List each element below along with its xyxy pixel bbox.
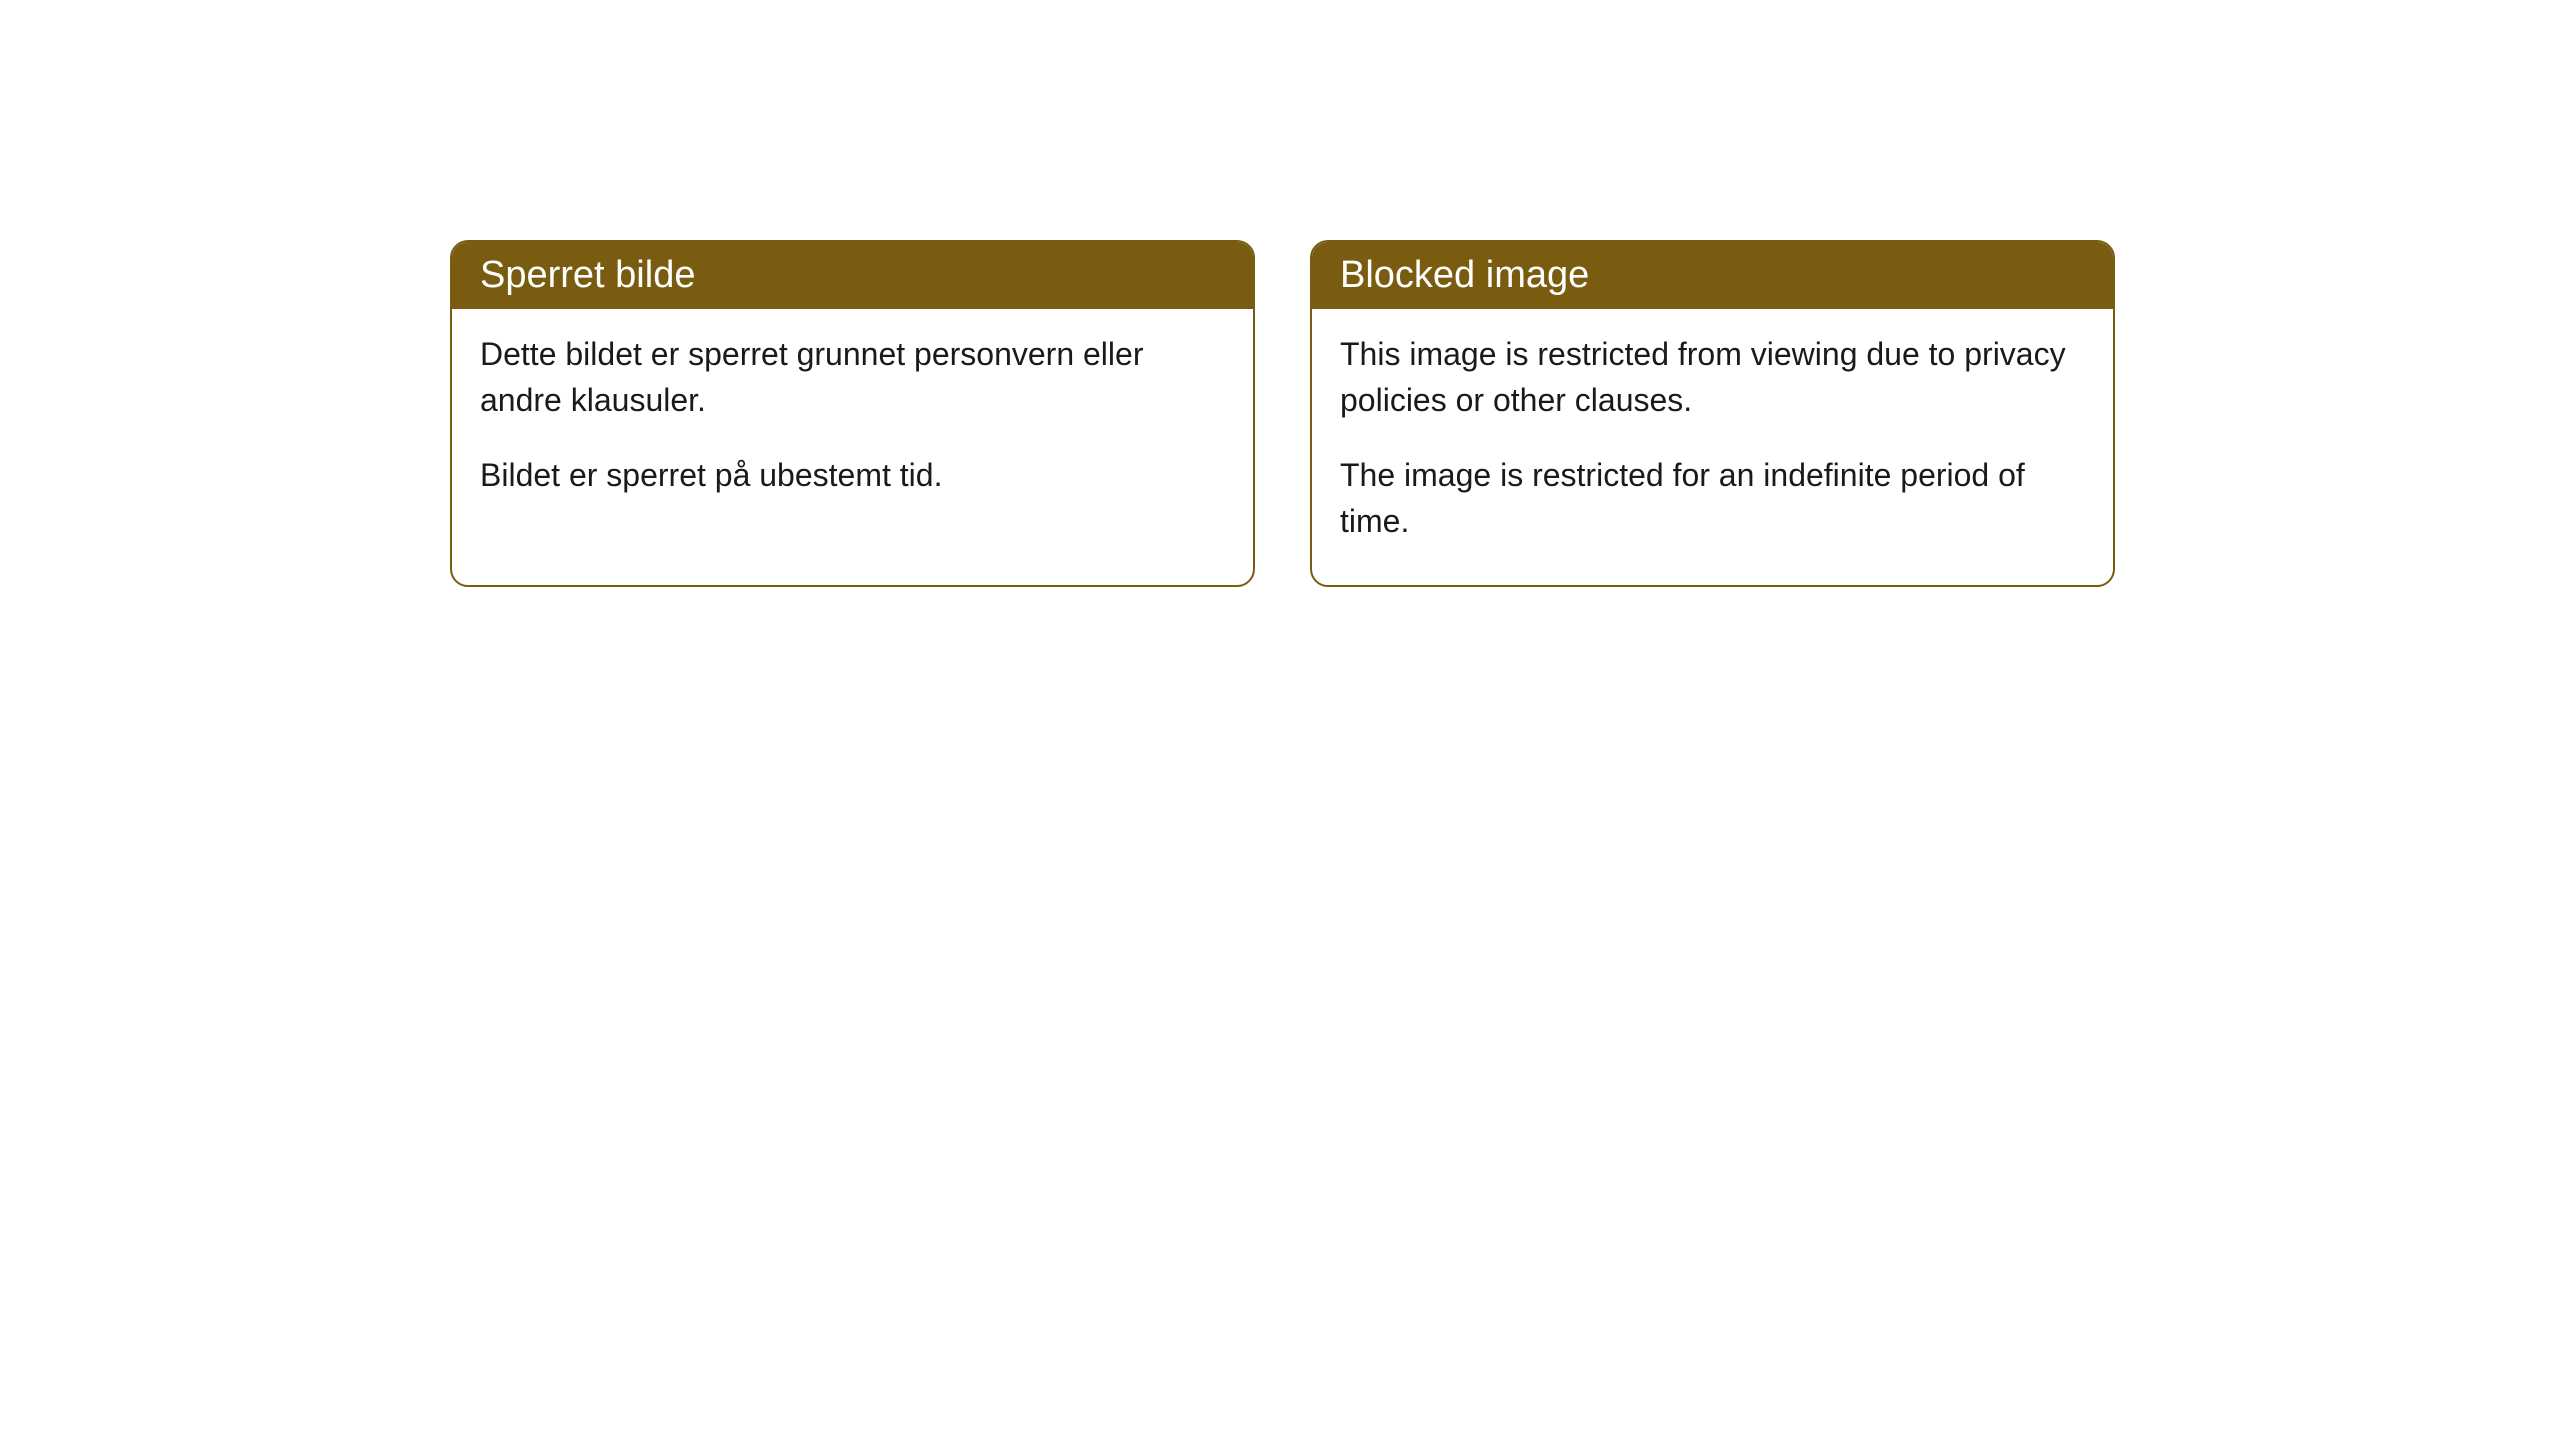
card-paragraph: This image is restricted from viewing du… (1340, 331, 2085, 424)
card-paragraph: The image is restricted for an indefinit… (1340, 452, 2085, 545)
notice-card-norwegian: Sperret bilde Dette bildet er sperret gr… (450, 240, 1255, 587)
card-header: Blocked image (1312, 242, 2113, 309)
card-paragraph: Dette bildet er sperret grunnet personve… (480, 331, 1225, 424)
card-title: Sperret bilde (480, 254, 695, 296)
card-paragraph: Bildet er sperret på ubestemt tid. (480, 452, 1225, 498)
card-body: This image is restricted from viewing du… (1312, 309, 2113, 585)
card-title: Blocked image (1340, 254, 1589, 296)
notice-card-english: Blocked image This image is restricted f… (1310, 240, 2115, 587)
notice-cards-container: Sperret bilde Dette bildet er sperret gr… (450, 240, 2115, 587)
card-body: Dette bildet er sperret grunnet personve… (452, 309, 1253, 538)
card-header: Sperret bilde (452, 242, 1253, 309)
